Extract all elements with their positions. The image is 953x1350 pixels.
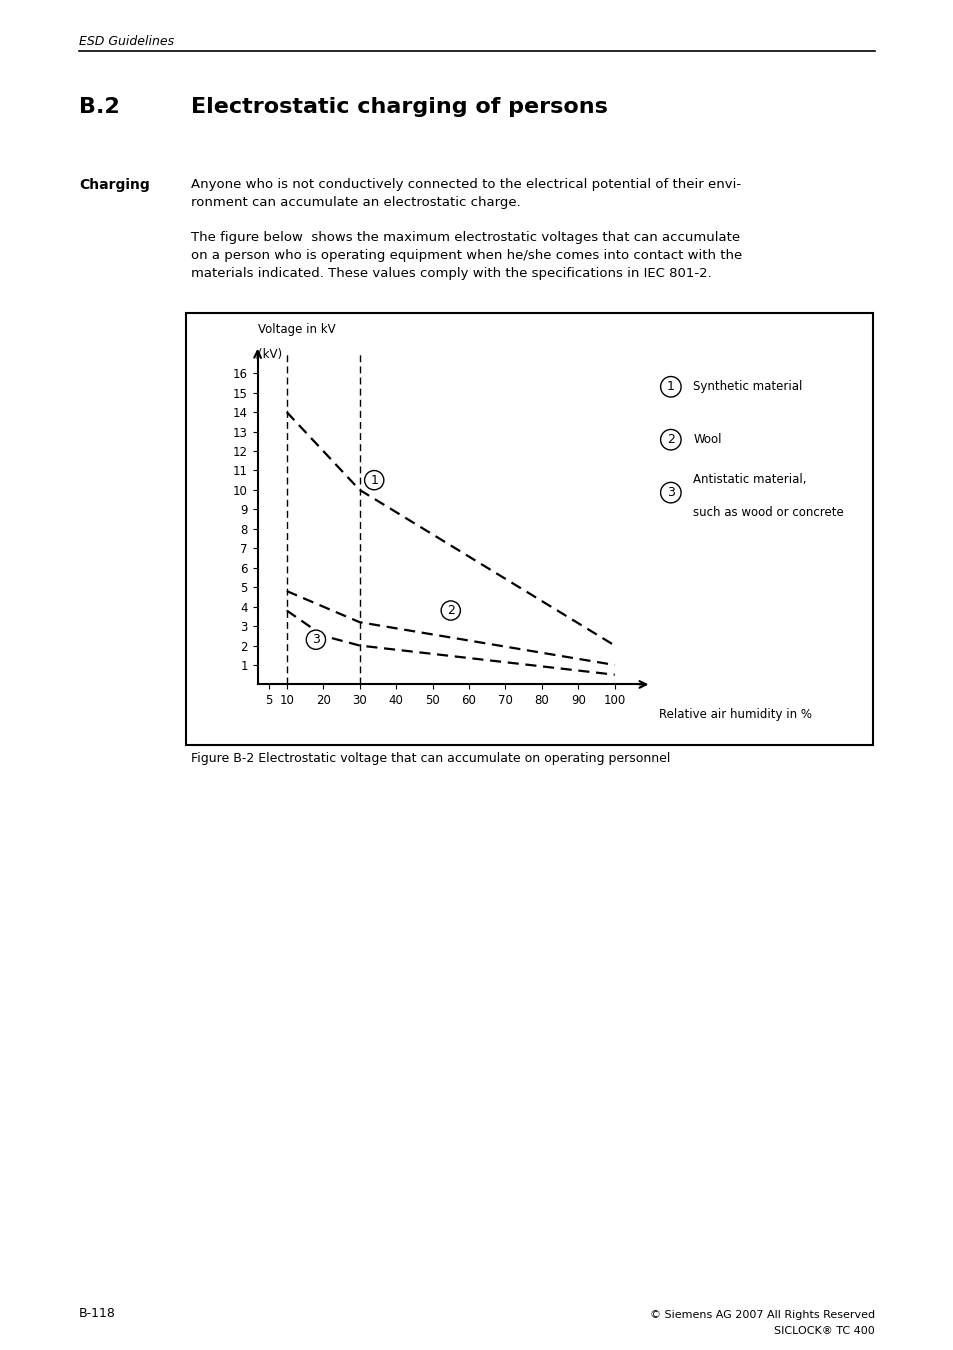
Text: Relative air humidity in %: Relative air humidity in %: [658, 707, 811, 721]
Text: Antistatic material,: Antistatic material,: [693, 472, 806, 486]
Text: © Siemens AG 2007 All Rights Reserved: © Siemens AG 2007 All Rights Reserved: [649, 1311, 874, 1320]
Text: such as wood or concrete: such as wood or concrete: [693, 506, 843, 518]
Text: 1: 1: [370, 474, 377, 486]
Text: Synthetic material: Synthetic material: [693, 381, 801, 393]
Text: SICLOCK® TC 400: SICLOCK® TC 400: [773, 1327, 874, 1336]
Text: B.2: B.2: [79, 97, 120, 117]
Text: The figure below  shows the maximum electrostatic voltages that can accumulate
o: The figure below shows the maximum elect…: [191, 231, 741, 279]
Text: 2: 2: [666, 433, 674, 447]
Text: Voltage in kV: Voltage in kV: [257, 323, 335, 336]
Text: 2: 2: [446, 603, 455, 617]
Text: B-118: B-118: [79, 1307, 116, 1320]
Text: Electrostatic charging of persons: Electrostatic charging of persons: [191, 97, 607, 117]
Text: Anyone who is not conductively connected to the electrical potential of their en: Anyone who is not conductively connected…: [191, 178, 740, 209]
Text: 1: 1: [666, 381, 674, 393]
Text: 3: 3: [666, 486, 674, 500]
Text: (kV): (kV): [257, 348, 281, 360]
Text: Charging: Charging: [79, 178, 150, 192]
Text: ESD Guidelines: ESD Guidelines: [79, 35, 174, 49]
Text: Figure B-2 Electrostatic voltage that can accumulate on operating personnel: Figure B-2 Electrostatic voltage that ca…: [191, 752, 669, 765]
Text: Wool: Wool: [693, 433, 721, 447]
Text: 3: 3: [312, 633, 319, 647]
